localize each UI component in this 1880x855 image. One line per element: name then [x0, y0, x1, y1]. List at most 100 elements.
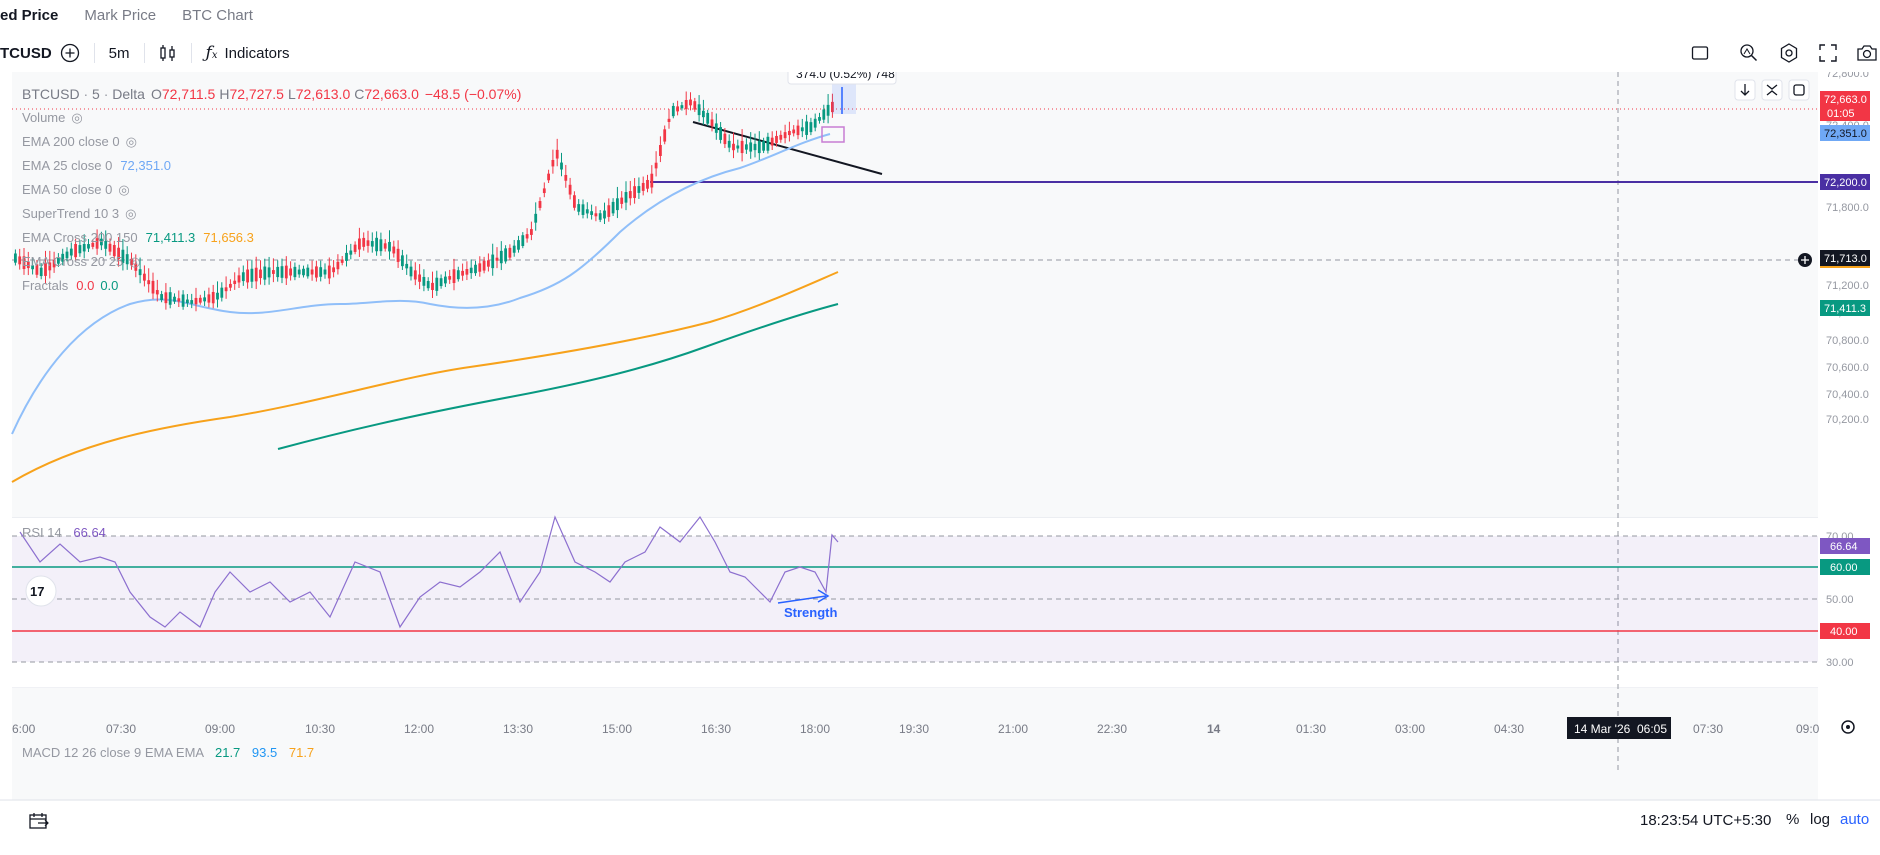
volume-legend-row[interactable]: Volume ◎: [22, 106, 521, 130]
candle-body: [822, 109, 826, 120]
time-tick-label: 13:30: [503, 722, 533, 736]
tab-mark-price[interactable]: Mark Price: [84, 6, 157, 24]
rectangle-icon[interactable]: [1690, 43, 1710, 63]
candle-body: [315, 266, 318, 278]
candle-body: [603, 210, 606, 219]
candle-body: [284, 265, 288, 279]
bottom-bar: 18:23:54 UTC+5:30: [0, 800, 1880, 841]
eye-off-icon[interactable]: ◎: [118, 182, 130, 197]
restore-icon[interactable]: [1788, 79, 1810, 101]
indicators-button[interactable]: ƒx Indicators: [206, 43, 290, 63]
eye-off-icon[interactable]: ◎: [129, 254, 141, 269]
percent-toggle[interactable]: %: [1786, 811, 1800, 828]
candle-body: [555, 149, 559, 159]
camera-icon[interactable]: [1856, 43, 1878, 63]
emacross2-legend-row[interactable]: EMA Cross 20 25 ◎: [22, 250, 521, 274]
candle-body: [646, 179, 649, 189]
time-tick-label: 07:30: [1693, 722, 1723, 736]
fractals-label: Fractals: [22, 278, 69, 293]
ema25-legend-row[interactable]: EMA 25 close 0 72,351.0: [22, 154, 521, 178]
supertrend-legend-row[interactable]: SuperTrend 10 3 ◎: [22, 202, 521, 226]
tab-btc-chart[interactable]: BTC Chart: [182, 6, 253, 24]
candle-body: [95, 238, 99, 249]
candle-body: [52, 259, 56, 268]
eye-off-icon[interactable]: ◎: [125, 206, 137, 221]
time-tick-label: 09:00: [205, 722, 235, 736]
eye-off-icon[interactable]: ◎: [71, 110, 83, 125]
chart-canvas[interactable]: 374.0 (0.52%) 748 72,800.072,400.072,000…: [0, 63, 1880, 801]
fractals-legend-row[interactable]: Fractals 0.0 0.0: [22, 274, 521, 298]
candle-body: [517, 240, 520, 250]
candle-body: [246, 269, 249, 283]
chart-type-button[interactable]: [159, 43, 177, 63]
zoom-icon[interactable]: [1738, 42, 1760, 64]
candle-body: [624, 192, 628, 203]
candle-body: [164, 292, 168, 304]
candle-body: [813, 118, 817, 128]
time-tick-label: 22:30: [1097, 722, 1127, 736]
ema50-legend-row[interactable]: EMA 50 close 0 ◎: [22, 178, 521, 202]
high-label: H: [219, 86, 230, 102]
log-toggle[interactable]: log: [1810, 811, 1831, 828]
legend-symbol: BTCUSD: [22, 86, 80, 102]
candle-body: [792, 129, 796, 134]
ema50-label: EMA 50 close 0: [22, 182, 113, 197]
chart-area[interactable]: 374.0 (0.52%) 748 72,800.072,400.072,000…: [0, 63, 1880, 801]
rsi-tick-label: 50.00: [1826, 594, 1854, 606]
symbol-legend-row[interactable]: BTCUSD · 5 · Delta O 72,711.5 H 72,727.5 L…: [22, 82, 521, 106]
collapse-icon[interactable]: [1761, 79, 1783, 101]
open-label: O: [150, 86, 162, 102]
low-label: L: [287, 86, 296, 102]
time-axis[interactable]: 6:00 07:30 09:00 10:30 12:00 13:30 15:00 16:30 1…: [12, 722, 1820, 736]
interval-button[interactable]: 5m: [108, 44, 130, 62]
candle-body: [564, 174, 568, 181]
time-tick-label: 19:30: [899, 722, 929, 736]
auto-toggle[interactable]: auto: [1840, 811, 1870, 828]
eye-off-icon[interactable]: ◎: [125, 134, 137, 149]
fullscreen-icon[interactable]: [1818, 43, 1838, 63]
candle-body: [611, 201, 615, 214]
rsi-label: RSI 14: [22, 525, 62, 540]
price-tick-label: 70,800.0: [1826, 335, 1869, 347]
tab-last-traded-price[interactable]: ed Price: [0, 6, 59, 24]
candle-body: [766, 136, 770, 151]
candle-body: [117, 247, 120, 260]
ema200-legend-row[interactable]: EMA 200 close 0 ◎: [22, 130, 521, 154]
calendar-range-icon[interactable]: [28, 811, 50, 835]
candle-body: [478, 263, 482, 272]
clock-label[interactable]: 18:23:54 UTC+5:30: [1640, 812, 1772, 829]
candle-body: [469, 267, 473, 274]
emacross1-value2: 71,656.3: [203, 230, 254, 245]
candle-body: [78, 245, 82, 254]
gear-icon[interactable]: [1841, 720, 1855, 734]
candle-body: [590, 211, 593, 215]
candle-body: [91, 242, 95, 247]
candle-body: [211, 291, 215, 304]
add-alert-icon[interactable]: [1798, 253, 1812, 267]
compare-symbol-button[interactable]: [60, 43, 80, 63]
tv-logo-icon[interactable]: 17: [25, 575, 57, 607]
ema-25-line: [11, 133, 831, 435]
candle-body: [168, 292, 172, 305]
candle-body: [250, 268, 254, 282]
rsi-legend[interactable]: RSI 14 66.64: [22, 525, 106, 540]
ema25-label: EMA 25 close 0: [22, 158, 113, 173]
ema-cross-price-tag: 71,411.3: [1824, 303, 1866, 315]
candle-body: [800, 127, 804, 132]
candle-body: [220, 287, 224, 298]
candle-body: [831, 101, 834, 113]
candle-body: [48, 262, 52, 271]
macd-value-3: 71.7: [288, 745, 315, 760]
price-tick-label: 70,400.0: [1826, 389, 1869, 401]
candle-body: [323, 269, 327, 275]
emacross1-legend-row[interactable]: EMA Cross 200 150 71,411.3 71,656.3: [22, 226, 521, 250]
candle-body: [388, 241, 391, 252]
strength-arrow[interactable]: [777, 595, 827, 604]
candle-body: [594, 213, 598, 217]
symbol-search[interactable]: TCUSD: [0, 45, 52, 62]
settings-hex-icon[interactable]: [1778, 42, 1800, 64]
candle-body: [474, 264, 477, 274]
macd-legend[interactable]: MACD 12 26 close 9 EMA EMA 21.7 93.5 71.…: [22, 745, 314, 760]
toolbar-right: [1672, 36, 1880, 70]
open-value: 72,711.5: [161, 86, 216, 102]
